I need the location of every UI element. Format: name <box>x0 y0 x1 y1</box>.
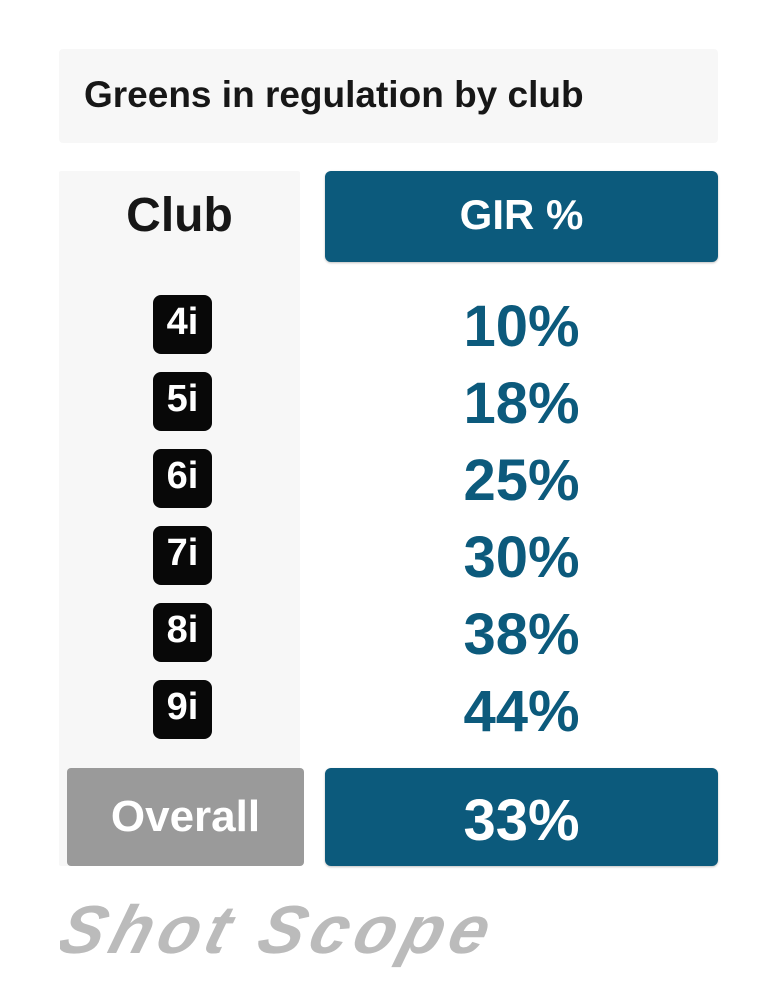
svg-text:Shot Scope: Shot Scope <box>60 898 506 968</box>
